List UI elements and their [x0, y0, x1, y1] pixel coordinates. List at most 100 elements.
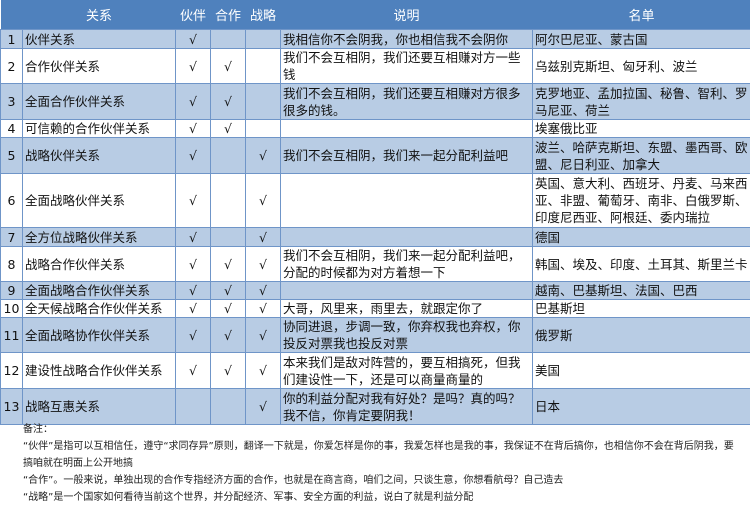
partner-check: √	[175, 352, 211, 389]
partnership-table: 关系 伙伴 合作 战略 说明 名单 1 伙伴关系 √ 我相信你不会阴我，你也相信我不会阴你 阿尔巴…	[0, 0, 750, 425]
cooperation-check: √	[210, 48, 246, 84]
description: 我们不会互相阴，我们还要互相赚对方一些钱	[280, 48, 533, 84]
partner-check: √	[175, 299, 211, 318]
row-number: 11	[0, 317, 23, 353]
table-row: 13 战略互惠关系 √ 你的利益分配对我有好处？是吗？真的吗？我不信，你肯定要阴我！日…	[0, 388, 750, 425]
row-number: 5	[0, 137, 23, 174]
column-header: 合作	[210, 0, 246, 30]
relation-name: 全天候战略合作伙伴关系	[22, 299, 176, 318]
description	[280, 227, 533, 247]
relation-name: 全面合作伙伴关系	[22, 83, 176, 120]
table-row: 1 伙伴关系 √ 我相信你不会阴我，你也相信我不会阴你 阿尔巴尼亚、蒙古国	[0, 29, 750, 49]
country-list: 德国	[532, 227, 750, 247]
row-number: 4	[0, 119, 23, 138]
partner-check: √	[175, 119, 211, 138]
table-row: 6 全面战略伙伴关系 √ √ 英国、意大利、西班牙、丹麦、马来西亚、非盟、葡萄牙、南非、…	[0, 173, 750, 228]
description: 我相信你不会阴我，你也相信我不会阴你	[280, 29, 533, 49]
relation-name: 战略合作伙伴关系	[22, 246, 176, 282]
cooperation-check: √	[210, 317, 246, 353]
note-strategic: “战略”是一个国家如何看待当前这个世界，并分配经济、军事、安全方面的利益，说白了…	[23, 492, 474, 503]
cooperation-check	[210, 29, 246, 49]
note-cooperation: “合作”。一般来说，单独出现的合作专指经济方面的合作，也就是在商言商，咱们之间，…	[23, 475, 564, 486]
row-number: 8	[0, 246, 23, 282]
partner-check: √	[175, 137, 211, 174]
relation-name: 全面战略伙伴关系	[22, 173, 176, 228]
strategic-check	[245, 48, 281, 84]
country-list: 越南、巴基斯坦、法国、巴西	[532, 281, 750, 300]
cooperation-check: √	[210, 119, 246, 138]
partner-check: √	[175, 173, 211, 228]
table-row: 11 全面战略协作伙伴关系 √ √ √ 协同进退，步调一致，你弃权我也弃权，你投反对票我也…	[0, 317, 750, 353]
description: 我们不会互相阴，我们还要互相赚对方很多很多的钱。	[280, 83, 533, 120]
relation-name: 建设性战略合作伙伴关系	[22, 352, 176, 389]
cooperation-check	[210, 227, 246, 247]
relation-name: 可信赖的合作伙伴关系	[22, 119, 176, 138]
relation-name: 伙伴关系	[22, 29, 176, 49]
row-number: 13	[0, 388, 23, 425]
table-row: 4 可信赖的合作伙伴关系 √ √ 埃塞俄比亚	[0, 119, 750, 138]
column-header: 名单	[532, 0, 750, 30]
cooperation-check: √	[210, 281, 246, 300]
table-row: 3 全面合作伙伴关系 √ √ 我们不会互相阴，我们还要互相赚对方很多很多的钱。 克罗地亚、…	[0, 83, 750, 120]
country-list: 波兰、哈萨克斯坦、东盟、墨西哥、欧盟、尼日利亚、加拿大	[532, 137, 750, 174]
row-number: 2	[0, 48, 23, 84]
cooperation-check: √	[210, 352, 246, 389]
partner-check: √	[175, 317, 211, 353]
relation-name: 全面战略合作伙伴关系	[22, 281, 176, 300]
partner-check: √	[175, 29, 211, 49]
note-partner: “伙伴”是指可以互相信任，遵守“求同存异”原则，翻译一下就是，你爱怎样是你的事，…	[23, 441, 734, 469]
country-list: 埃塞俄比亚	[532, 119, 750, 138]
partner-check: √	[175, 281, 211, 300]
strategic-check: √	[245, 388, 281, 425]
column-header: 关系	[22, 0, 176, 30]
row-number: 7	[0, 227, 23, 247]
row-number: 12	[0, 352, 23, 389]
column-header	[0, 0, 23, 30]
country-list: 克罗地亚、孟加拉国、秘鲁、智利、罗马尼亚、荷兰	[532, 83, 750, 120]
partner-check: √	[175, 48, 211, 84]
cooperation-check	[210, 137, 246, 174]
row-number: 9	[0, 281, 23, 300]
strategic-check	[245, 119, 281, 138]
cooperation-check: √	[210, 246, 246, 282]
relation-name: 合作伙伴关系	[22, 48, 176, 84]
strategic-check: √	[245, 227, 281, 247]
row-number: 1	[0, 29, 23, 49]
notes-section: 备注： “伙伴”是指可以互相信任，遵守“求同存异”原则，翻译一下就是，你爱怎样是…	[20, 421, 740, 506]
description: 你的利益分配对我有好处？是吗？真的吗？我不信，你肯定要阴我！	[280, 388, 533, 425]
column-header: 战略	[245, 0, 281, 30]
relation-name: 全面战略协作伙伴关系	[22, 317, 176, 353]
description: 协同进退，步调一致，你弃权我也弃权，你投反对票我也投反对票	[280, 317, 533, 353]
column-header: 说明	[280, 0, 533, 30]
strategic-check: √	[245, 352, 281, 389]
row-number: 3	[0, 83, 23, 120]
table-row: 7 全方位战略伙伴关系 √ √ 德国	[0, 227, 750, 247]
table-row: 10 全天候战略合作伙伴关系 √ √ √ 大哥，风里来，雨里去，就跟定你了 巴基斯坦	[0, 299, 750, 318]
country-list: 英国、意大利、西班牙、丹麦、马来西亚、非盟、葡萄牙、南非、白俄罗斯、印度尼西亚、…	[532, 173, 750, 228]
strategic-check: √	[245, 317, 281, 353]
description: 我们不会互相阴，我们来一起分配利益吧，分配的时候都为对方着想一下	[280, 246, 533, 282]
relation-name: 战略伙伴关系	[22, 137, 176, 174]
row-number: 6	[0, 173, 23, 228]
description: 我们不会互相阴，我们来一起分配利益吧	[280, 137, 533, 174]
description: 本来我们是敌对阵营的，要互相搞死，但我们建设性一下，还是可以商量商量的	[280, 352, 533, 389]
cooperation-check	[210, 388, 246, 425]
relation-name: 战略互惠关系	[22, 388, 176, 425]
strategic-check	[245, 29, 281, 49]
table-row: 8 战略合作伙伴关系 √ √ √ 我们不会互相阴，我们来一起分配利益吧，分配的时候都为对方…	[0, 246, 750, 282]
table-row: 12 建设性战略合作伙伴关系 √ √ √ 本来我们是敌对阵营的，要互相搞死，但我们建设性一…	[0, 352, 750, 389]
country-list: 阿尔巴尼亚、蒙古国	[532, 29, 750, 49]
cooperation-check: √	[210, 299, 246, 318]
relation-name: 全方位战略伙伴关系	[22, 227, 176, 247]
partner-check: √	[175, 227, 211, 247]
table-header: 关系 伙伴 合作 战略 说明 名单	[0, 0, 750, 30]
table-row: 5 战略伙伴关系 √ √ 我们不会互相阴，我们来一起分配利益吧 波兰、哈萨克斯坦、东盟、墨…	[0, 137, 750, 174]
cooperation-check: √	[210, 83, 246, 120]
description	[280, 119, 533, 138]
country-list: 乌兹别克斯坦、匈牙利、波兰	[532, 48, 750, 84]
cooperation-check	[210, 173, 246, 228]
strategic-check	[245, 83, 281, 120]
country-list: 美国	[532, 352, 750, 389]
row-number: 10	[0, 299, 23, 318]
country-list: 韩国、埃及、印度、土耳其、斯里兰卡	[532, 246, 750, 282]
